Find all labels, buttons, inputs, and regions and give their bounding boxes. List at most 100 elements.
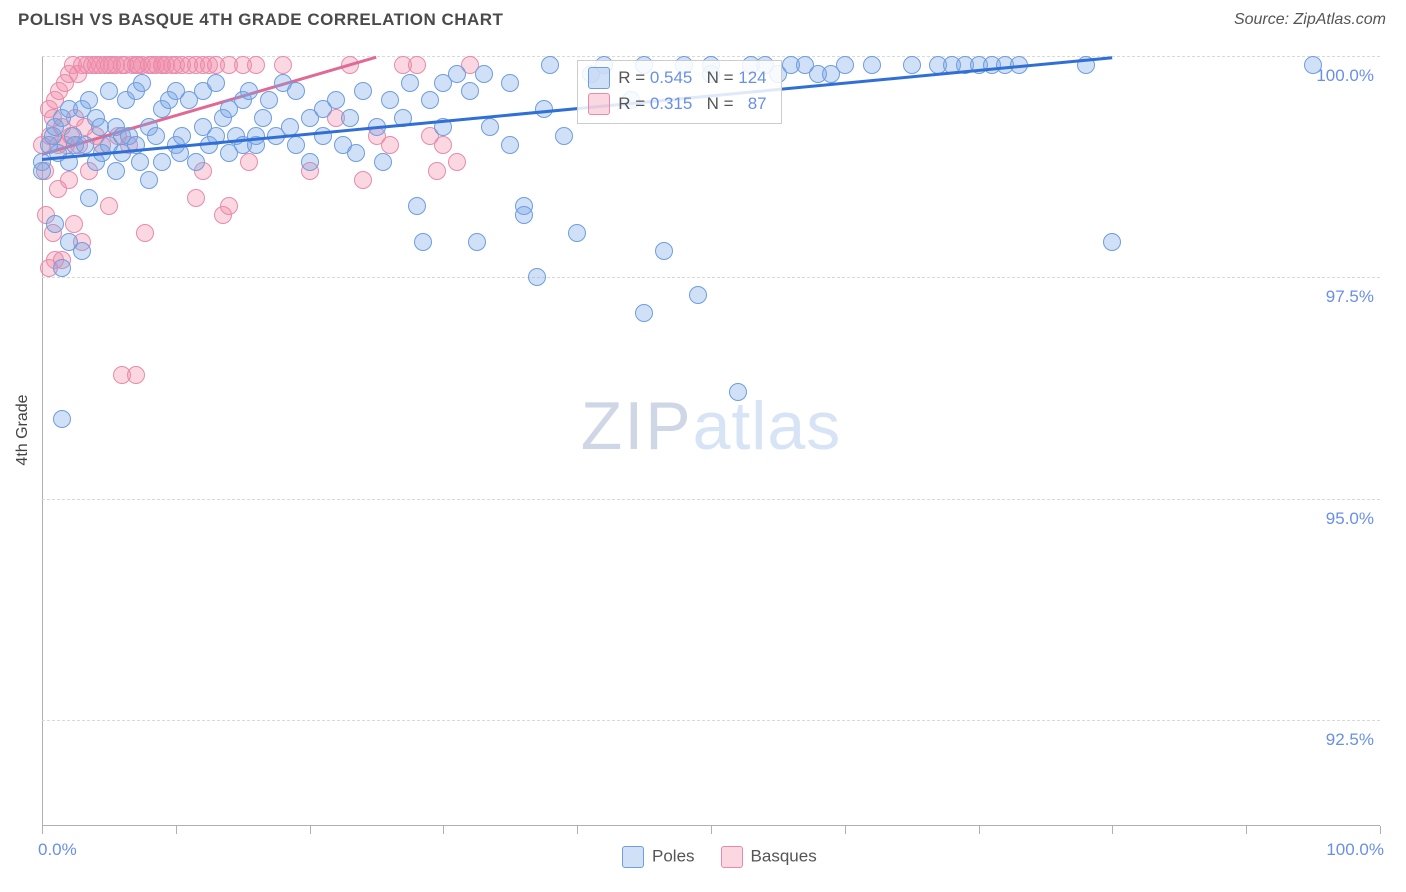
y-axis-label: 4th Grade bbox=[14, 394, 32, 465]
x-tick bbox=[443, 826, 444, 834]
series-legend: Poles Basques bbox=[622, 846, 817, 868]
legend-item-poles: Poles bbox=[622, 846, 695, 868]
poles-point bbox=[46, 215, 64, 233]
basques-point bbox=[187, 189, 205, 207]
y-tick-label: 97.5% bbox=[1326, 287, 1374, 307]
poles-point bbox=[33, 162, 51, 180]
x-tick bbox=[176, 826, 177, 834]
poles-point bbox=[73, 242, 91, 260]
x-tick bbox=[310, 826, 311, 834]
basques-point bbox=[127, 366, 145, 384]
correlation-legend: R = 0.545 N = 124 R = 0.315 N = 87 bbox=[577, 60, 781, 124]
x-tick bbox=[845, 826, 846, 834]
basques-point bbox=[354, 171, 372, 189]
poles-point bbox=[240, 82, 258, 100]
basques-point bbox=[434, 136, 452, 154]
poles-point bbox=[107, 162, 125, 180]
source-attribution: Source: ZipAtlas.com bbox=[1234, 11, 1386, 29]
poles-point bbox=[414, 233, 432, 251]
poles-point bbox=[401, 74, 419, 92]
basques-point bbox=[408, 56, 426, 74]
basques-point bbox=[220, 197, 238, 215]
basques-swatch-icon bbox=[721, 846, 743, 868]
poles-point bbox=[836, 56, 854, 74]
poles-point bbox=[421, 91, 439, 109]
poles-point bbox=[863, 56, 881, 74]
poles-point bbox=[381, 91, 399, 109]
page-title: POLISH VS BASQUE 4TH GRADE CORRELATION C… bbox=[18, 10, 503, 30]
basques-point bbox=[240, 153, 258, 171]
poles-point bbox=[53, 410, 71, 428]
basques-point bbox=[100, 197, 118, 215]
poles-point bbox=[655, 242, 673, 260]
poles-point bbox=[207, 74, 225, 92]
poles-point bbox=[481, 118, 499, 136]
poles-point bbox=[76, 136, 94, 154]
poles-point bbox=[341, 109, 359, 127]
x-tick bbox=[1246, 826, 1247, 834]
basques-point bbox=[428, 162, 446, 180]
poles-point bbox=[347, 144, 365, 162]
watermark-logo: ZIPatlas bbox=[581, 387, 841, 465]
poles-point bbox=[541, 56, 559, 74]
poles-point bbox=[689, 286, 707, 304]
gridline bbox=[42, 277, 1380, 278]
poles-point bbox=[729, 383, 747, 401]
x-tick bbox=[711, 826, 712, 834]
poles-stats: R = 0.545 N = 124 bbox=[618, 68, 766, 88]
basques-point bbox=[448, 153, 466, 171]
x-axis-end-label: 100.0% bbox=[1326, 840, 1384, 860]
poles-point bbox=[80, 91, 98, 109]
x-axis-start-label: 0.0% bbox=[38, 840, 77, 860]
basques-point bbox=[65, 215, 83, 233]
poles-point bbox=[247, 127, 265, 145]
poles-point bbox=[260, 91, 278, 109]
legend-item-basques: Basques bbox=[721, 846, 817, 868]
y-tick-label: 92.5% bbox=[1326, 730, 1374, 750]
poles-point bbox=[501, 136, 519, 154]
poles-point bbox=[287, 82, 305, 100]
poles-point bbox=[140, 171, 158, 189]
poles-point bbox=[53, 259, 71, 277]
y-tick-label: 95.0% bbox=[1326, 509, 1374, 529]
poles-point bbox=[461, 82, 479, 100]
gridline bbox=[42, 720, 1380, 721]
poles-point bbox=[153, 153, 171, 171]
poles-point bbox=[314, 127, 332, 145]
poles-swatch-icon bbox=[622, 846, 644, 868]
poles-point bbox=[80, 189, 98, 207]
basques-point bbox=[381, 136, 399, 154]
basques-point bbox=[136, 224, 154, 242]
scatter-chart: ZIPatlas 100.0%97.5%95.0%92.5% R = 0.545… bbox=[42, 56, 1380, 826]
poles-swatch-icon bbox=[588, 67, 610, 89]
poles-point bbox=[133, 74, 151, 92]
basques-point bbox=[60, 171, 78, 189]
poles-point bbox=[1304, 56, 1322, 74]
poles-point bbox=[903, 56, 921, 74]
x-tick bbox=[577, 826, 578, 834]
poles-point bbox=[568, 224, 586, 242]
poles-point bbox=[147, 127, 165, 145]
poles-point bbox=[327, 91, 345, 109]
poles-point bbox=[131, 153, 149, 171]
poles-point bbox=[448, 65, 466, 83]
poles-point bbox=[635, 304, 653, 322]
x-tick bbox=[42, 826, 43, 834]
poles-point bbox=[100, 82, 118, 100]
poles-point bbox=[555, 127, 573, 145]
basques-point bbox=[247, 56, 265, 74]
gridline bbox=[42, 499, 1380, 500]
poles-point bbox=[354, 82, 372, 100]
poles-point bbox=[254, 109, 272, 127]
x-tick bbox=[1112, 826, 1113, 834]
poles-point bbox=[187, 153, 205, 171]
poles-point bbox=[501, 74, 519, 92]
poles-point bbox=[515, 206, 533, 224]
poles-point bbox=[475, 65, 493, 83]
basques-stats: R = 0.315 N = 87 bbox=[618, 94, 766, 114]
poles-point bbox=[468, 233, 486, 251]
poles-point bbox=[528, 268, 546, 286]
poles-point bbox=[408, 197, 426, 215]
poles-point bbox=[173, 127, 191, 145]
poles-point bbox=[374, 153, 392, 171]
